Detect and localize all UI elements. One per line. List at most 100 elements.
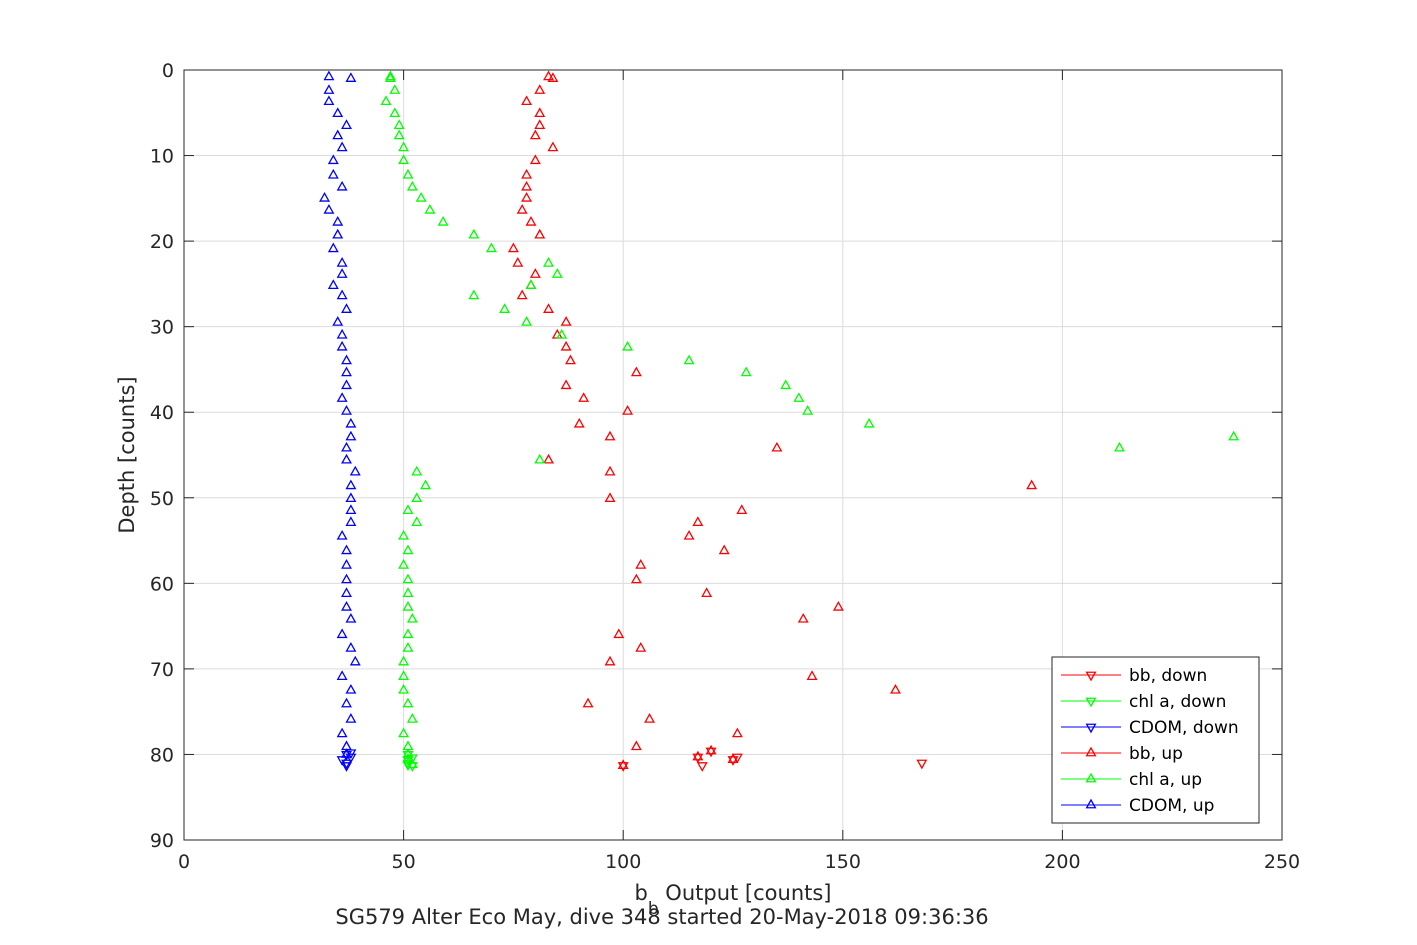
data-point: [534, 453, 546, 464]
y-tick-label: 90: [150, 830, 174, 852]
legend-marker: [1085, 772, 1097, 783]
data-point: [543, 453, 554, 464]
data-point: [573, 417, 585, 428]
data-point: [402, 544, 414, 555]
data-point: [384, 72, 396, 82]
data-point: [393, 119, 405, 130]
x-tick-label: 50: [392, 851, 416, 873]
data-point: [341, 759, 352, 770]
data-point: [398, 141, 410, 152]
data-point: [341, 544, 352, 555]
data-point: [402, 600, 414, 611]
data-point: [705, 747, 717, 758]
data-point: [1114, 441, 1125, 452]
x-axis-label: bb Output [counts]: [634, 881, 831, 919]
data-point: [345, 642, 357, 652]
data-point: [319, 192, 331, 202]
data-point: [336, 180, 348, 191]
x-axis-label-subscript: b: [648, 899, 659, 919]
data-point: [683, 529, 695, 540]
legend-marker: [1085, 671, 1097, 682]
data-point: [525, 279, 537, 290]
axes-box: [183, 69, 1283, 841]
series-2: [336, 749, 357, 772]
data-point: [420, 479, 432, 490]
data-point: [336, 257, 348, 267]
data-point: [411, 465, 423, 476]
legend-item: bb, up: [1061, 744, 1183, 764]
data-point: [534, 84, 546, 94]
data-point: [565, 354, 576, 365]
data-point: [336, 727, 348, 738]
data-point: [411, 492, 423, 503]
data-point: [534, 119, 546, 130]
data-point: [437, 215, 449, 226]
data-point: [393, 129, 405, 140]
x-axis-label-main: b: [634, 881, 647, 905]
data-point: [604, 430, 616, 441]
data-point: [402, 748, 414, 758]
data-point: [398, 655, 410, 666]
data-point: [398, 559, 410, 569]
legend-box: [1051, 656, 1260, 824]
y-tick-label: 80: [150, 744, 174, 766]
data-point: [389, 84, 401, 94]
y-tick-label: 60: [150, 573, 174, 595]
y-tick-label: 40: [150, 402, 174, 424]
legend-item: bb, down: [1061, 666, 1207, 686]
series-0: [617, 747, 928, 772]
data-point: [345, 713, 357, 723]
data-point: [516, 203, 528, 214]
data-point: [323, 203, 335, 214]
data-point: [718, 544, 730, 555]
data-point: [332, 129, 344, 140]
data-point: [341, 751, 352, 761]
legend-marker: [1085, 723, 1097, 734]
data-point: [406, 612, 418, 623]
data-point: [543, 303, 554, 313]
data-point: [521, 192, 533, 202]
data-point: [336, 141, 348, 152]
data-point: [389, 107, 401, 118]
data-point: [341, 748, 352, 758]
data-point: [345, 753, 357, 764]
legend-label: CDOM, up: [1129, 796, 1214, 816]
data-point: [512, 257, 524, 267]
data-point: [916, 759, 928, 770]
data-point: [622, 340, 634, 351]
x-tick-label: 250: [1264, 851, 1300, 873]
data-point: [521, 95, 533, 106]
data-point: [336, 340, 348, 351]
y-tick-label: 50: [150, 488, 174, 510]
y-tick-label: 10: [150, 146, 174, 168]
y-tick-label: 20: [150, 231, 174, 253]
data-point: [534, 228, 546, 239]
data-point: [780, 379, 792, 390]
legend-marker: [1085, 746, 1097, 757]
data-point: [406, 180, 418, 191]
data-point: [863, 417, 875, 428]
data-point: [402, 587, 414, 597]
data-point: [890, 683, 901, 694]
data-point: [332, 107, 344, 118]
data-point: [345, 516, 357, 526]
data-point: [701, 587, 713, 597]
data-point: [402, 697, 414, 708]
data-point: [406, 758, 418, 769]
data-point: [345, 479, 357, 490]
axis-ticks: 0 50 100 150 200 250 0 10 20 30 40 50 60 70 80 90: [150, 60, 1300, 873]
chart-title: SG579 Alter Eco May, dive 348 started 20…: [335, 905, 988, 929]
data-point: [406, 713, 418, 723]
data-point: [525, 215, 537, 226]
data-point: [740, 366, 752, 377]
data-point: [345, 683, 357, 694]
legend-label: CDOM, down: [1129, 718, 1239, 738]
data-point: [323, 95, 335, 106]
data-point: [327, 168, 339, 179]
data-point: [402, 628, 414, 639]
data-point: [402, 573, 414, 584]
data-point: [398, 154, 410, 165]
data-point: [547, 141, 559, 152]
x-tick-label: 200: [1044, 851, 1080, 873]
data-point: [349, 655, 361, 666]
